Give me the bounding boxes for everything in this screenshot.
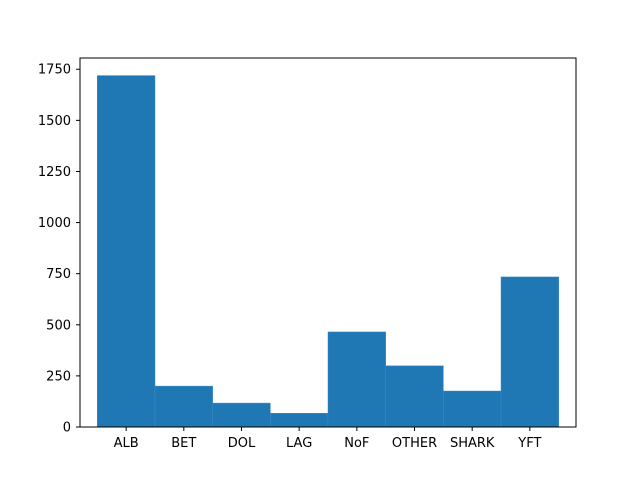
y-tick-label: 750	[46, 267, 71, 282]
y-tick-label: 1500	[38, 114, 71, 129]
x-tick-label: ALB	[114, 436, 139, 451]
y-tick-label: 1000	[38, 216, 71, 231]
bar-lag	[270, 413, 329, 428]
x-tick-label: DOL	[228, 436, 256, 451]
x-axis: ALB BET DOL LAG NoF OTHER SHARK YFT	[114, 427, 541, 451]
bar-alb	[97, 75, 156, 428]
plot-frame	[79, 57, 577, 428]
x-tick-label: OTHER	[392, 436, 437, 451]
bar-yft	[500, 276, 559, 428]
y-tick-label: 1750	[38, 63, 71, 78]
y-tick-label: 500	[46, 318, 71, 333]
x-tick-label: YFT	[517, 436, 541, 451]
x-tick-label: NoF	[344, 436, 369, 451]
bar-shark	[443, 390, 502, 428]
x-tick-label: BET	[171, 436, 196, 451]
y-axis: 0 250 500 750 1000 1250 1500 1750	[38, 63, 80, 436]
x-tick-label: SHARK	[450, 436, 495, 451]
y-tick-label: 1250	[38, 165, 71, 180]
y-tick-label: 250	[46, 369, 71, 384]
y-tick-label: 0	[63, 421, 71, 436]
bar-other	[385, 365, 444, 428]
bars-group	[97, 75, 559, 428]
x-tick-label: LAG	[286, 436, 312, 451]
bar-bet	[154, 385, 213, 428]
bar-dol	[212, 402, 271, 428]
bar-nof	[327, 331, 386, 428]
